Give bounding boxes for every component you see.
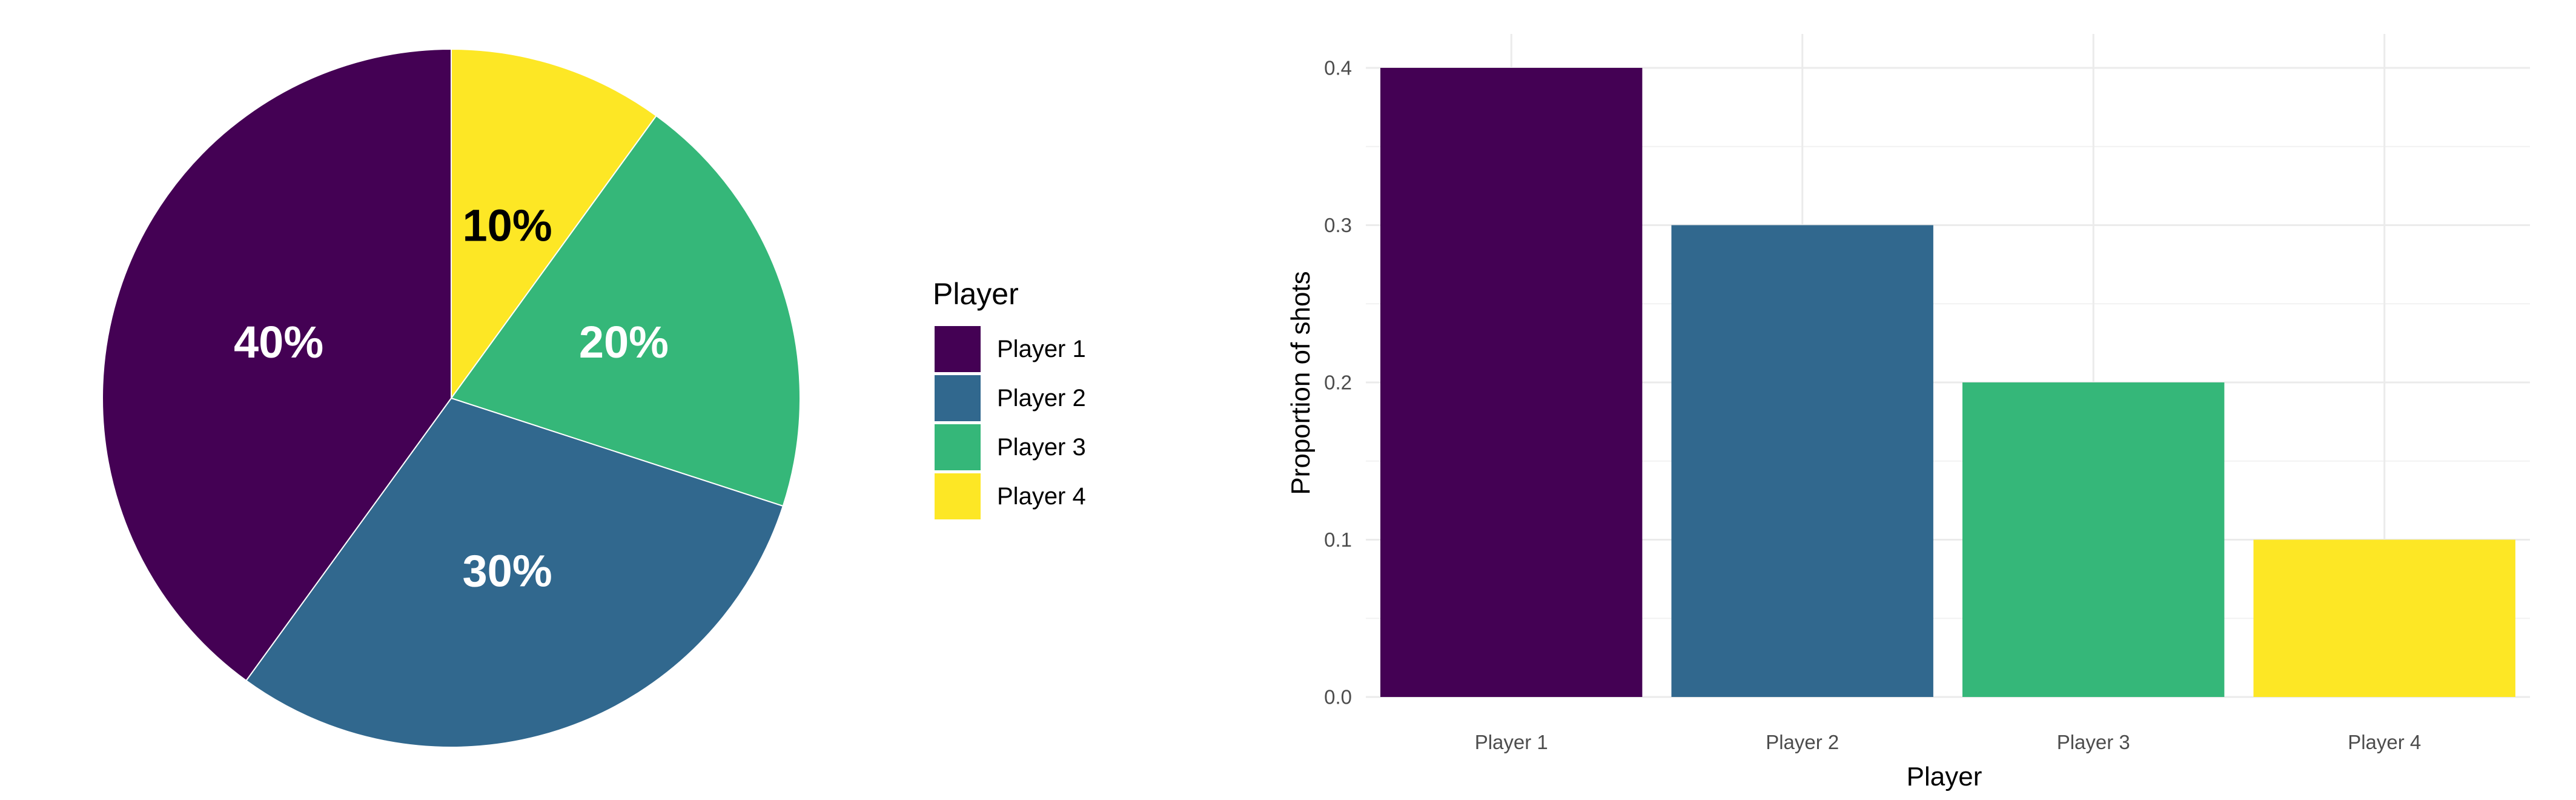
- bar-player-1: [1380, 68, 1643, 697]
- bar-chart: 0.0 0.1 0.2 0.3 0.4 Player 1 Player 2 Player 3…: [1286, 34, 2530, 792]
- pie-label-player-1: 40%: [234, 317, 323, 367]
- legend-key-player-4: [935, 473, 981, 519]
- pie-slice-player-1: [102, 48, 452, 682]
- bar-player-2: [1671, 225, 1933, 697]
- y-tick-label: 0.4: [1324, 57, 1352, 79]
- pie-slice-player-2: [245, 397, 784, 748]
- pie-label-player-2: 30%: [463, 545, 552, 596]
- legend-key-player-2: [935, 375, 981, 421]
- legend-label-player-1: Player 1: [997, 336, 1086, 362]
- pie-chart: 10% 20% 30% 40%: [102, 48, 801, 748]
- legend-key-player-1: [935, 326, 981, 372]
- legend-key-player-3: [935, 424, 981, 470]
- x-tick-label: Player 4: [2348, 731, 2421, 753]
- bar-player-3: [1962, 382, 2225, 697]
- bar-bars: [1380, 68, 2515, 697]
- y-tick-label: 0.2: [1324, 372, 1352, 394]
- pie-slice-player-3: [450, 115, 801, 507]
- x-tick-label: Player 2: [1766, 731, 1839, 753]
- y-axis-title: Proportion of shots: [1286, 271, 1316, 495]
- y-tick-label: 0.1: [1324, 528, 1352, 551]
- bar-x-ticks: Player 1 Player 2 Player 3 Player 4: [1475, 731, 2422, 753]
- legend-label-player-3: Player 3: [997, 434, 1086, 461]
- y-tick-label: 0.3: [1324, 214, 1352, 236]
- x-tick-label: Player 1: [1475, 731, 1548, 753]
- bar-y-ticks: 0.0 0.1 0.2 0.3 0.4: [1324, 57, 1352, 708]
- y-tick-label: 0.0: [1324, 686, 1352, 708]
- legend-title: Player: [933, 277, 1019, 311]
- legend-label-player-2: Player 2: [997, 385, 1086, 412]
- bar-player-4: [2253, 539, 2515, 697]
- pie-label-player-3: 20%: [579, 317, 669, 367]
- x-tick-label: Player 3: [2057, 731, 2130, 753]
- legend-label-player-4: Player 4: [997, 483, 1086, 510]
- pie-label-player-4: 10%: [463, 201, 552, 251]
- x-axis-title: Player: [1907, 762, 1982, 792]
- pie-legend: Player Player 1 Player 2 Player 3 Player 4: [933, 277, 1086, 519]
- pie-slice-player-4: [451, 48, 657, 401]
